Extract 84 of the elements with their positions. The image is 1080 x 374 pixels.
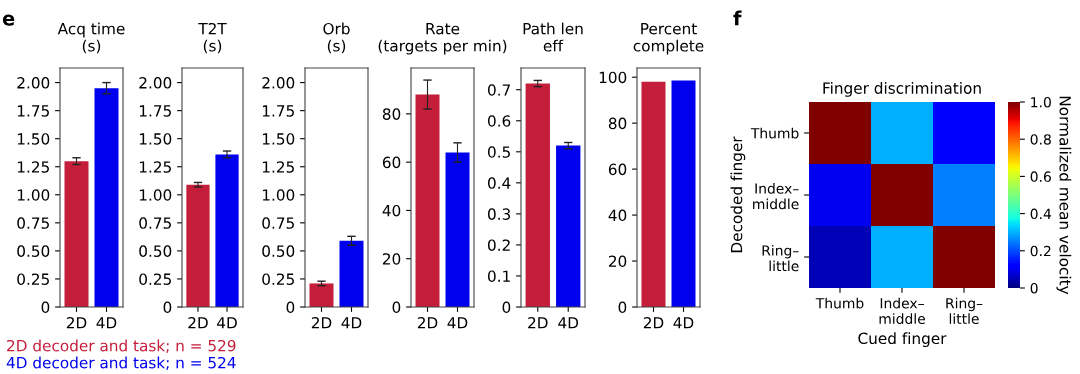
y-tick-label: 0.4 bbox=[487, 177, 511, 189]
x-tick-label: 4D bbox=[217, 317, 237, 329]
x-tick-label: 4D bbox=[673, 317, 694, 329]
y-tick-label: 0.3 bbox=[487, 208, 511, 220]
x-tick-label: Ring– little bbox=[946, 297, 983, 325]
x-tick-label: Thumb bbox=[815, 297, 864, 309]
color-bar-label: 0.2 bbox=[1030, 245, 1051, 257]
x-tick-label: 2D bbox=[188, 316, 208, 329]
y-tick-label: Ring– little bbox=[762, 245, 799, 272]
y-tick-label: 60 bbox=[608, 163, 627, 176]
y-tick-label: 0 bbox=[41, 301, 50, 314]
y-tick-label: 0.25 bbox=[17, 273, 49, 285]
x-axis-title: Cued finger bbox=[858, 332, 947, 348]
x-tick-label: 4D bbox=[341, 317, 362, 329]
y-tick-label: 0.50 bbox=[262, 245, 295, 257]
color-bar-label: 0.8 bbox=[1030, 134, 1051, 145]
y-tick-label: 20 bbox=[608, 255, 627, 268]
chart-title: Orb (s) bbox=[323, 22, 350, 54]
chart-title: Path len eff bbox=[523, 22, 583, 52]
y-tick-label: 0.1 bbox=[487, 270, 510, 282]
text: f bbox=[733, 10, 742, 26]
chart-title: Percent complete bbox=[633, 23, 704, 55]
y-tick-label: 1.00 bbox=[139, 189, 172, 201]
y-axis-title: Decoded finger bbox=[730, 136, 746, 253]
x-tick-label: 4D bbox=[447, 317, 468, 329]
y-tick-label: 0.75 bbox=[262, 217, 294, 229]
y-tick-label: 0.7 bbox=[487, 84, 510, 96]
y-tick-label: 0.75 bbox=[139, 217, 171, 229]
text: e bbox=[2, 14, 15, 26]
y-tick-label: 0.50 bbox=[17, 245, 50, 257]
y-tick-label: 0 bbox=[286, 301, 295, 314]
y-tick-label: 1.75 bbox=[17, 105, 49, 117]
y-tick-label: 0 bbox=[502, 301, 511, 314]
y-tick-label: 1.00 bbox=[262, 189, 295, 201]
y-tick-label: Index– middle bbox=[753, 183, 799, 210]
y-tick-label: 1.25 bbox=[17, 161, 49, 173]
y-tick-label: 0.75 bbox=[17, 217, 49, 229]
y-tick-label: 2.00 bbox=[17, 77, 50, 89]
text: 4D decoder and task; n = 524 bbox=[6, 356, 236, 370]
y-tick-label: 40 bbox=[608, 209, 627, 222]
y-tick-label: 0.50 bbox=[139, 245, 172, 257]
x-tick-label: 2D bbox=[311, 316, 332, 329]
y-tick-label: 1.50 bbox=[139, 133, 172, 145]
x-tick-label: Index– middle bbox=[879, 297, 925, 325]
x-tick-label: 2D bbox=[528, 316, 548, 329]
chart-title: Rate (targets per min) bbox=[378, 23, 507, 55]
x-tick-label: 2D bbox=[417, 316, 438, 329]
color-bar-title: Normalized mean velocity bbox=[1056, 96, 1072, 295]
y-tick-label: 1.50 bbox=[17, 133, 50, 145]
y-tick-label: 0 bbox=[618, 301, 627, 314]
chart-title: T2T (s) bbox=[198, 22, 227, 54]
y-tick-label: 0.5 bbox=[487, 146, 510, 158]
y-tick-label: 1.50 bbox=[262, 133, 295, 145]
y-tick-label: 2.00 bbox=[262, 77, 295, 89]
y-tick-label: 0.25 bbox=[262, 273, 294, 285]
color-bar-label: 0.4 bbox=[1030, 208, 1052, 220]
x-tick-label: 2D bbox=[643, 316, 664, 329]
text: 2D decoder and task; n = 529 bbox=[7, 339, 236, 353]
y-tick-label: 80 bbox=[608, 117, 627, 130]
color-bar-label: 0.6 bbox=[1030, 171, 1051, 182]
y-tick-label: 0.25 bbox=[139, 273, 171, 285]
y-tick-label: 0.2 bbox=[487, 239, 510, 251]
y-tick-label: Thumb bbox=[750, 127, 799, 139]
y-tick-label: 1.75 bbox=[262, 105, 294, 117]
y-tick-label: 1.25 bbox=[262, 161, 294, 173]
x-tick-label: 4D bbox=[96, 317, 117, 329]
y-tick-label: 0 bbox=[163, 301, 172, 314]
y-tick-label: 0.6 bbox=[487, 115, 511, 127]
x-tick-label: 4D bbox=[558, 317, 579, 329]
chart-title: Finger discrimination bbox=[823, 82, 981, 97]
x-tick-label: 2D bbox=[66, 316, 87, 329]
y-tick-label: 20 bbox=[382, 253, 401, 265]
y-tick-label: 0 bbox=[392, 301, 401, 314]
color-bar-label: 1.0 bbox=[1031, 96, 1051, 108]
color-bar-label: 0 bbox=[1030, 282, 1038, 294]
y-tick-label: 1.75 bbox=[139, 105, 171, 117]
y-tick-label: 60 bbox=[382, 156, 401, 169]
y-tick-label: 1.25 bbox=[139, 161, 171, 173]
y-tick-label: 2.00 bbox=[139, 77, 172, 89]
y-tick-label: 1.00 bbox=[17, 189, 50, 201]
y-tick-label: 80 bbox=[382, 108, 401, 120]
y-tick-label: 40 bbox=[382, 204, 401, 217]
y-tick-label: 100 bbox=[599, 71, 627, 84]
chart-title: Acq time (s) bbox=[57, 22, 125, 54]
